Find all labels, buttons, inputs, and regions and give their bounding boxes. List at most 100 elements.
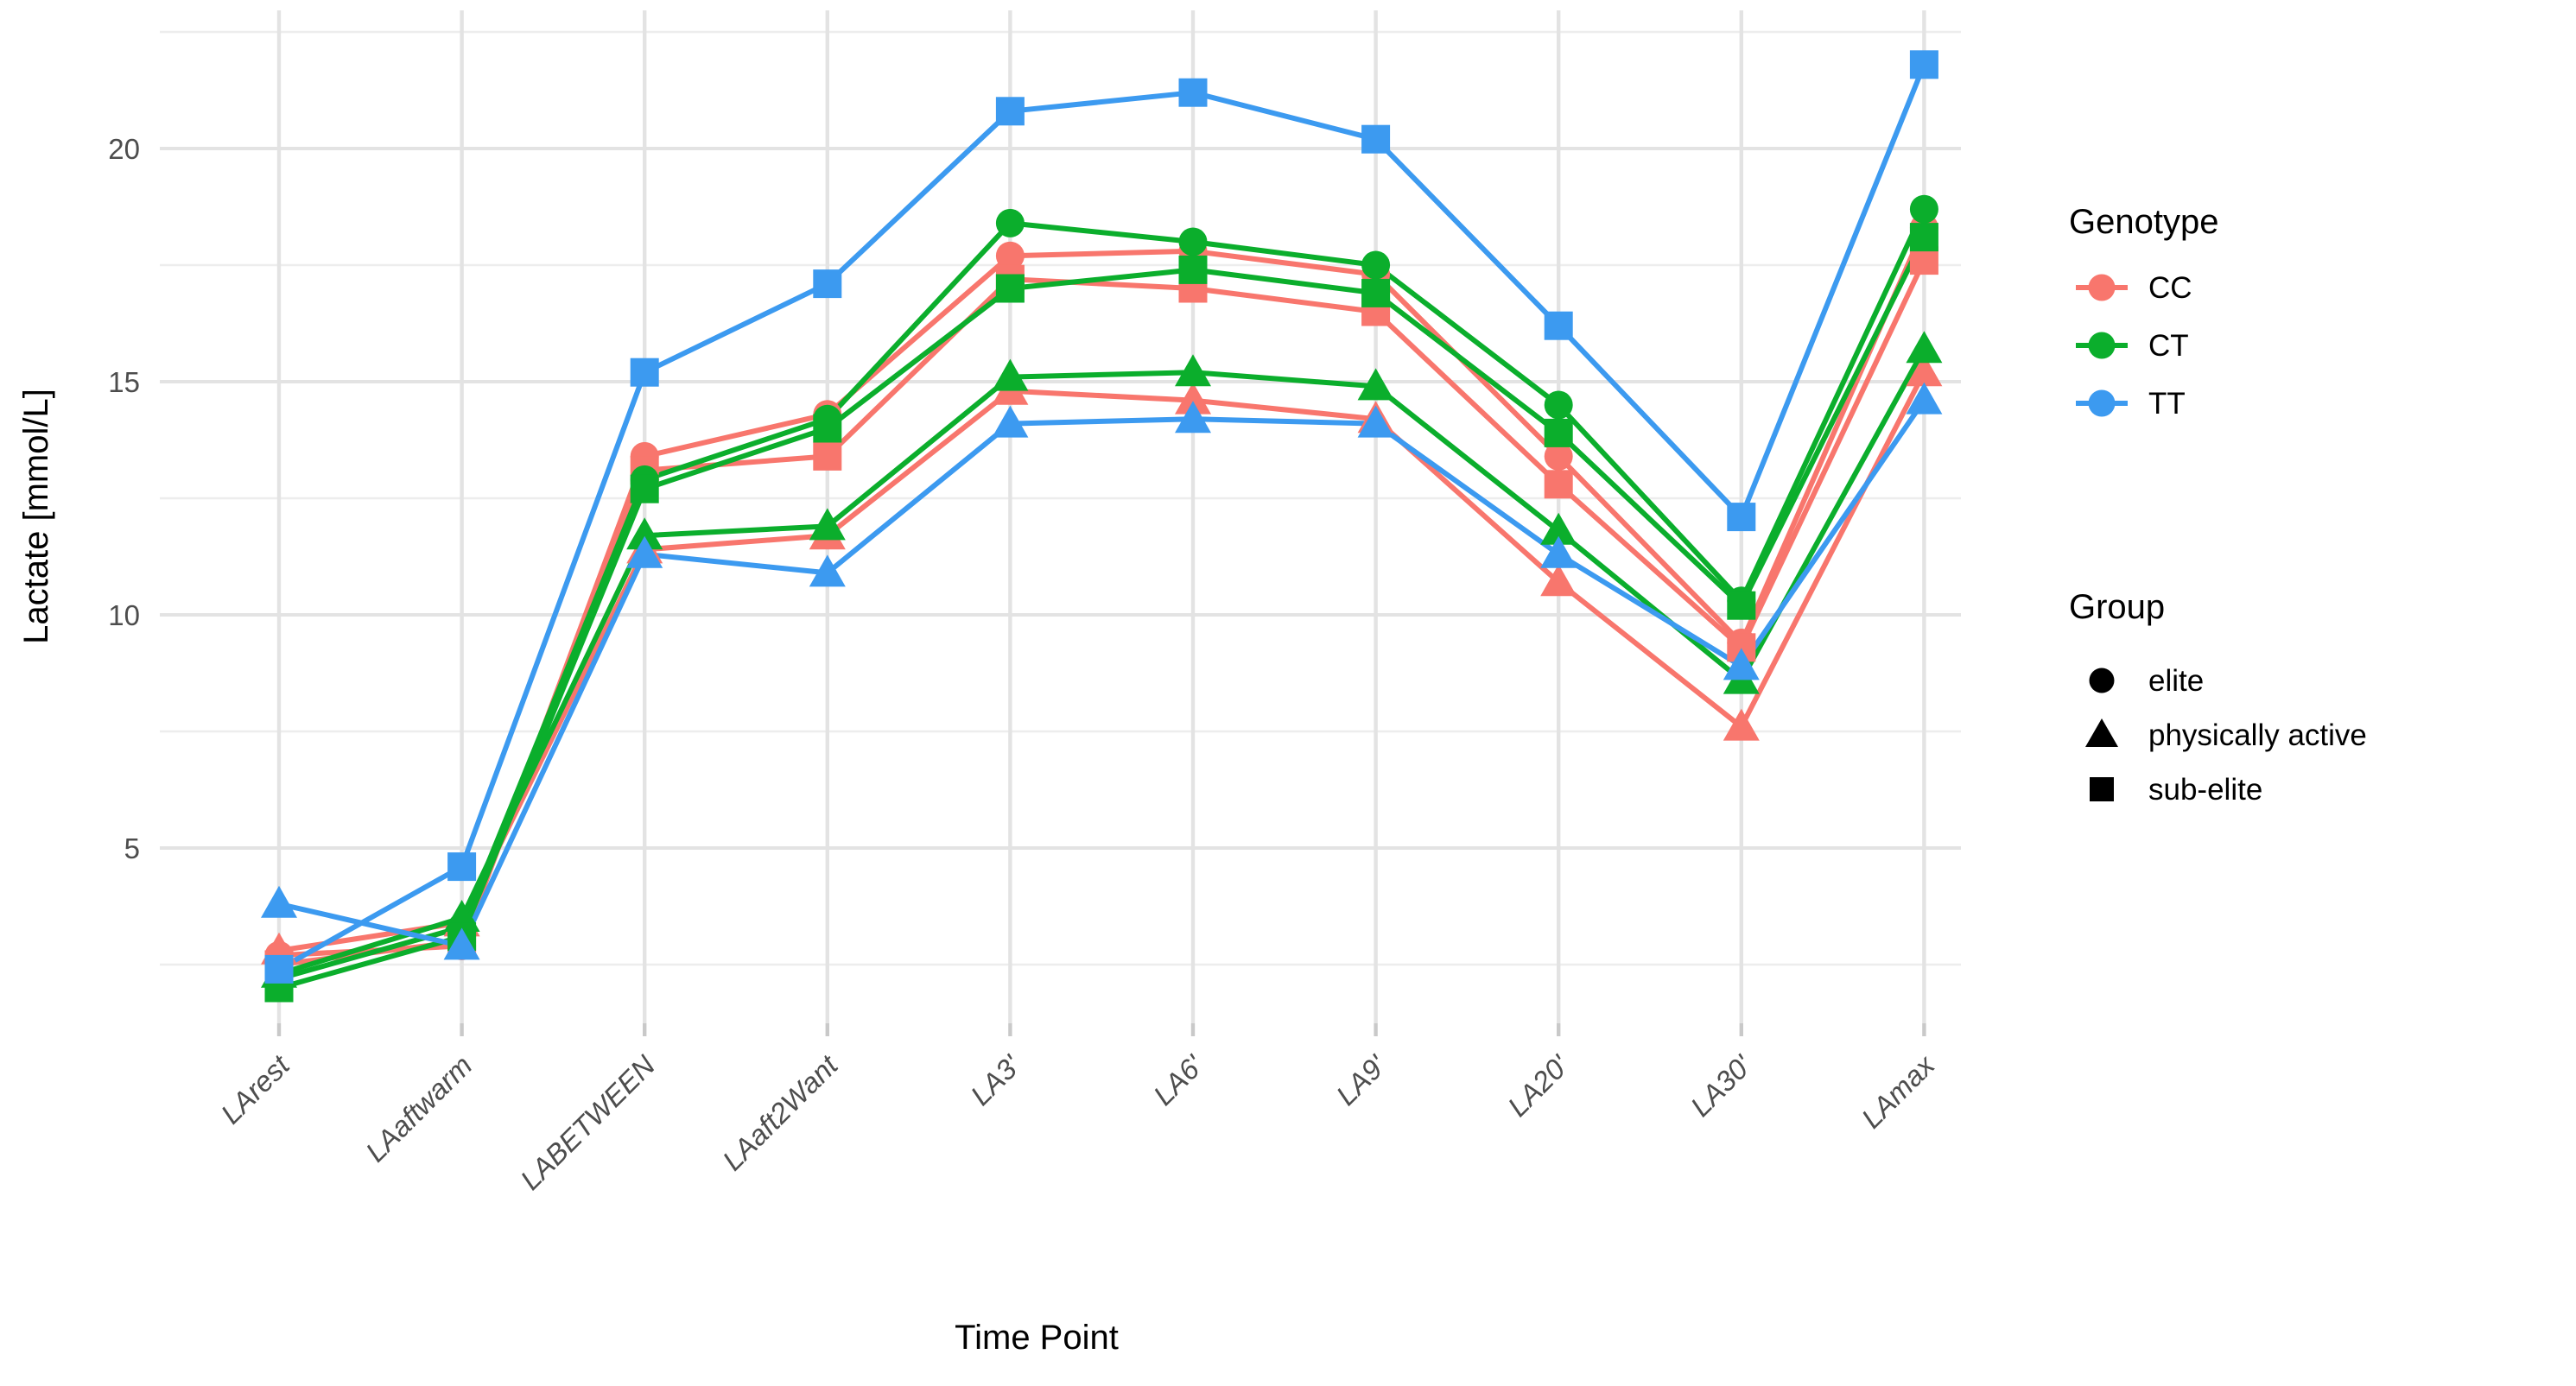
- series-line-CT-physically-active: [278, 347, 1927, 977]
- x-tick-label: LA6': [1147, 1048, 1210, 1111]
- data-point: [992, 358, 1029, 391]
- legend-group-title: Group: [2069, 588, 2165, 626]
- legend-key-circle: [2088, 332, 2116, 359]
- legend-item-genotype-ct: CT: [2076, 329, 2189, 363]
- data-point: [995, 208, 1025, 237]
- series-path: [277, 63, 1927, 972]
- x-tick-label: LA3': [964, 1048, 1027, 1111]
- data-point: [1175, 401, 1211, 434]
- series-points-CT-physically-active: [261, 331, 1943, 988]
- legend-label: sub-elite: [2148, 773, 2262, 807]
- data-point: [1175, 354, 1211, 387]
- data-point: [1357, 368, 1394, 401]
- x-tick-label: LABETWEEN: [514, 1049, 661, 1196]
- series-line-CC-physically-active: [278, 370, 1927, 953]
- data-point: [630, 474, 659, 503]
- axis-tick-marks: [276, 1023, 1926, 1036]
- data-point: [992, 405, 1029, 438]
- data-point: [1909, 194, 1938, 224]
- data-point: [1178, 227, 1208, 256]
- legend-key-circle: [2089, 668, 2115, 693]
- data-point: [809, 554, 846, 587]
- x-tick-label: LArest: [214, 1047, 296, 1130]
- series-path: [278, 259, 1927, 967]
- series-line-TT-physically-active: [278, 398, 1926, 949]
- series-path: [278, 207, 1927, 982]
- gridlines: [160, 10, 1961, 1023]
- legend-item-genotype-cc: CC: [2076, 271, 2192, 305]
- legend-label: elite: [2148, 664, 2204, 698]
- data-point: [1544, 470, 1573, 499]
- legend-key-circle: [2088, 389, 2116, 417]
- data-point: [264, 954, 294, 984]
- data-point: [1361, 278, 1391, 307]
- data-point: [626, 535, 663, 568]
- x-tick-label: LA9': [1329, 1048, 1393, 1111]
- data-point: [630, 358, 659, 387]
- series-path: [278, 347, 1927, 977]
- x-tick-label: LAmax: [1856, 1048, 1942, 1135]
- data-point: [447, 852, 477, 882]
- data-point: [1357, 405, 1394, 438]
- series-points-CC-elite: [264, 213, 1938, 970]
- legend-item-group-elite: elite: [2089, 664, 2204, 698]
- legend: Genotype CC CT TT Group elite physically activ…: [2069, 203, 2367, 807]
- y-tick-label: 10: [108, 599, 140, 631]
- data-point: [1544, 418, 1573, 447]
- data-point: [1178, 78, 1208, 107]
- data-point: [1175, 382, 1211, 415]
- series-path: [278, 398, 1926, 949]
- data-point: [1727, 503, 1756, 532]
- series-points-TT-sub-elite: [264, 50, 1938, 984]
- x-tick-label: LA30': [1685, 1048, 1759, 1123]
- series-line-CT-sub-elite: [278, 236, 1927, 990]
- legend-key-circle: [2088, 274, 2116, 301]
- data-point: [443, 927, 480, 960]
- legend-genotype-title: Genotype: [2069, 203, 2218, 241]
- data-point: [261, 885, 297, 918]
- data-point: [995, 97, 1025, 126]
- series-line-TT-sub-elite: [277, 63, 1927, 972]
- series-points-CT-sub-elite: [264, 223, 1938, 1003]
- series-points-CC-physically-active: [261, 354, 1943, 965]
- x-axis-title: Time Point: [955, 1319, 1119, 1357]
- y-tick-label: 15: [108, 366, 140, 398]
- data-point: [809, 508, 846, 541]
- x-tick-label: LA20': [1501, 1048, 1576, 1123]
- series-line-CT-elite: [278, 207, 1927, 982]
- data-point: [813, 441, 842, 471]
- y-tick-label: 20: [108, 133, 140, 165]
- legend-label: CT: [2148, 329, 2189, 363]
- data-point: [1723, 648, 1760, 680]
- data-point: [1361, 250, 1391, 280]
- x-tick-label: LAaft2Want: [716, 1048, 845, 1177]
- legend-item-group-sub-elite: sub-elite: [2090, 773, 2262, 807]
- data-point: [1540, 512, 1577, 545]
- legend-key-square: [2090, 777, 2114, 801]
- data-point: [1727, 591, 1756, 620]
- data-point: [1540, 564, 1577, 597]
- data-point: [813, 269, 842, 299]
- data-point: [995, 241, 1025, 270]
- legend-item-genotype-tt: TT: [2076, 387, 2186, 421]
- data-point: [1906, 354, 1943, 387]
- x-tick-label: LAaftwarm: [359, 1049, 479, 1168]
- legend-item-group-physically-active: physically active: [2085, 718, 2367, 752]
- series-points-TT-physically-active: [261, 382, 1943, 960]
- series-points-CT-elite: [264, 194, 1938, 993]
- y-tick-label: 5: [124, 832, 140, 864]
- data-point: [1906, 382, 1943, 415]
- data-point: [813, 414, 842, 443]
- data-point: [1540, 535, 1577, 568]
- series-line-CC-sub-elite: [278, 259, 1927, 967]
- series-points-CC-sub-elite: [264, 246, 1938, 979]
- y-axis-title: Lactate [mmol/L]: [17, 389, 55, 644]
- legend-label: TT: [2148, 387, 2186, 421]
- data-series-layer: [261, 50, 1943, 1003]
- data-point: [1361, 124, 1391, 154]
- data-point: [1544, 441, 1573, 471]
- series-path: [278, 370, 1927, 953]
- legend-key-triangle: [2085, 718, 2118, 747]
